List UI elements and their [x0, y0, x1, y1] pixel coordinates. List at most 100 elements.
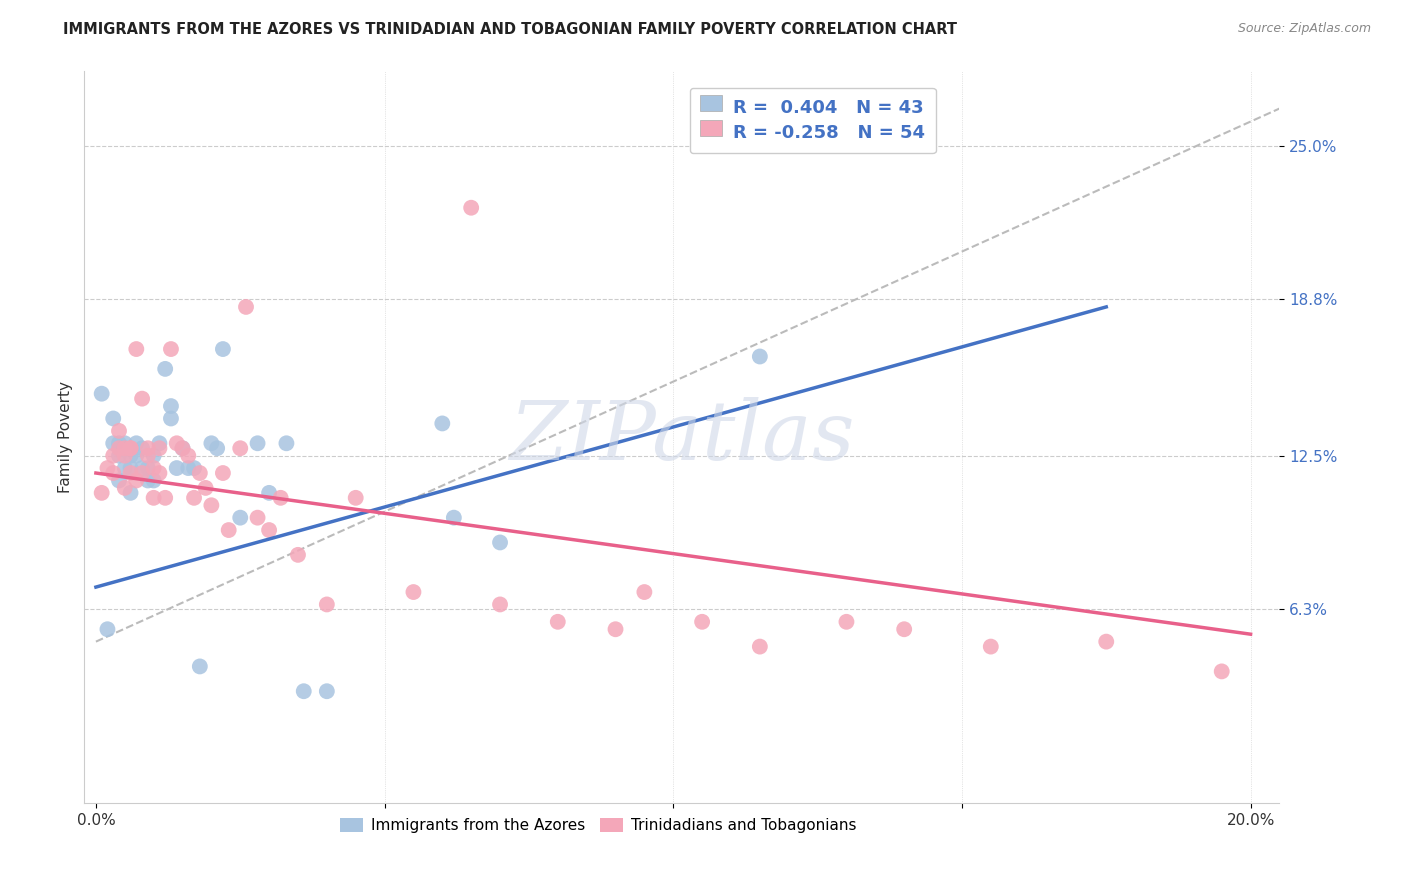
Point	[136, 474, 159, 488]
Point	[402, 585, 425, 599]
Point	[183, 461, 205, 475]
Point	[114, 481, 136, 495]
Point	[125, 436, 148, 450]
Point	[276, 436, 298, 450]
Point	[142, 474, 165, 488]
Point	[246, 436, 269, 450]
Point	[114, 436, 136, 450]
Point	[148, 466, 170, 480]
Point	[120, 461, 142, 475]
Point	[218, 523, 240, 537]
Point	[229, 442, 252, 456]
Point	[103, 436, 125, 450]
Point	[172, 442, 194, 456]
Point	[96, 622, 118, 636]
Point	[136, 461, 159, 475]
Point	[547, 615, 569, 629]
Point	[90, 486, 112, 500]
Point	[432, 417, 454, 431]
Point	[287, 548, 309, 562]
Point	[235, 300, 257, 314]
Point	[114, 442, 136, 456]
Point	[90, 386, 112, 401]
Point	[633, 585, 655, 599]
Point	[246, 510, 269, 524]
Point	[131, 442, 153, 456]
Point	[893, 622, 915, 636]
Point	[120, 486, 142, 500]
Point	[1095, 634, 1118, 648]
Point	[344, 491, 367, 505]
Point	[120, 466, 142, 480]
Point	[489, 535, 512, 549]
Point	[835, 615, 858, 629]
Point	[148, 442, 170, 456]
Point	[103, 449, 125, 463]
Point	[980, 640, 1002, 654]
Legend: Immigrants from the Azores, Trinidadians and Tobagonians: Immigrants from the Azores, Trinidadians…	[335, 812, 862, 839]
Point	[194, 481, 217, 495]
Point	[315, 684, 337, 698]
Point	[257, 486, 280, 500]
Point	[605, 622, 627, 636]
Point	[142, 461, 165, 475]
Text: Source: ZipAtlas.com: Source: ZipAtlas.com	[1237, 22, 1371, 36]
Point	[108, 449, 131, 463]
Point	[177, 461, 200, 475]
Point	[120, 449, 142, 463]
Point	[125, 342, 148, 356]
Point	[443, 510, 465, 524]
Point	[148, 436, 170, 450]
Point	[120, 442, 142, 456]
Point	[131, 392, 153, 406]
Point	[160, 399, 183, 413]
Point	[188, 659, 211, 673]
Point	[166, 436, 188, 450]
Point	[212, 342, 235, 356]
Point	[292, 684, 315, 698]
Point	[125, 474, 148, 488]
Point	[315, 598, 337, 612]
Point	[166, 461, 188, 475]
Point	[183, 491, 205, 505]
Point	[690, 615, 713, 629]
Point	[142, 449, 165, 463]
Point	[460, 201, 482, 215]
Text: ZIPatlas: ZIPatlas	[509, 397, 855, 477]
Point	[229, 510, 252, 524]
Point	[103, 466, 125, 480]
Point	[96, 461, 118, 475]
Point	[160, 411, 183, 425]
Point	[153, 362, 176, 376]
Point	[103, 411, 125, 425]
Point	[177, 449, 200, 463]
Point	[748, 640, 770, 654]
Text: IMMIGRANTS FROM THE AZORES VS TRINIDADIAN AND TOBAGONIAN FAMILY POVERTY CORRELAT: IMMIGRANTS FROM THE AZORES VS TRINIDADIA…	[63, 22, 957, 37]
Point	[131, 466, 153, 480]
Point	[136, 449, 159, 463]
Point	[748, 350, 770, 364]
Point	[257, 523, 280, 537]
Point	[200, 436, 222, 450]
Point	[270, 491, 292, 505]
Point	[108, 436, 131, 450]
Point	[131, 461, 153, 475]
Point	[114, 461, 136, 475]
Point	[153, 491, 176, 505]
Point	[489, 598, 512, 612]
Point	[114, 442, 136, 456]
Point	[200, 498, 222, 512]
Point	[114, 449, 136, 463]
Point	[108, 474, 131, 488]
Point	[160, 342, 183, 356]
Point	[1211, 665, 1233, 679]
Point	[212, 466, 235, 480]
Point	[120, 442, 142, 456]
Point	[108, 424, 131, 438]
Point	[142, 491, 165, 505]
Point	[136, 442, 159, 456]
Point	[108, 442, 131, 456]
Point	[125, 449, 148, 463]
Point	[205, 442, 228, 456]
Point	[172, 442, 194, 456]
